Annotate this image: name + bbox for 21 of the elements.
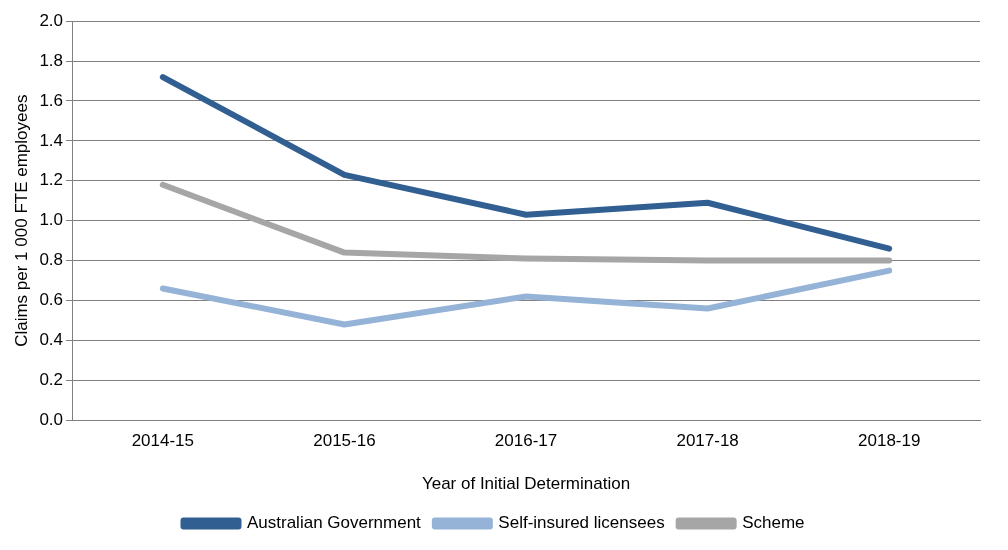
y-tick-label: 1.4 bbox=[39, 130, 64, 150]
legend-label: Australian Government bbox=[246, 513, 422, 533]
x-tick-label: 2016-17 bbox=[494, 431, 558, 451]
x-tick-label: 2014-15 bbox=[131, 431, 195, 451]
x-tick-label: 2018-19 bbox=[858, 431, 921, 451]
legend-label: Scheme bbox=[742, 513, 805, 533]
y-tick-label: 2.0 bbox=[39, 10, 64, 30]
y-axis-title: Claims per 1 000 FTE employees bbox=[11, 94, 31, 347]
y-tick-label: 1.6 bbox=[39, 90, 64, 110]
y-tick-label: 0.4 bbox=[39, 330, 64, 350]
x-axis-title: Year of Initial Determination bbox=[421, 474, 631, 494]
y-tick-label: 1.8 bbox=[39, 50, 64, 70]
x-tick-label: 2015-16 bbox=[313, 431, 376, 451]
y-tick-label: 1.0 bbox=[39, 210, 64, 230]
y-tick-label: 0.8 bbox=[39, 250, 64, 270]
y-tick-label: 0.0 bbox=[39, 409, 64, 429]
x-tick-label: 2017-18 bbox=[676, 431, 739, 451]
legend-label: Self-insured licensees bbox=[498, 513, 665, 533]
y-tick-label: 1.2 bbox=[39, 170, 64, 190]
y-tick-label: 0.6 bbox=[39, 290, 64, 310]
y-tick-label: 0.2 bbox=[39, 369, 64, 389]
